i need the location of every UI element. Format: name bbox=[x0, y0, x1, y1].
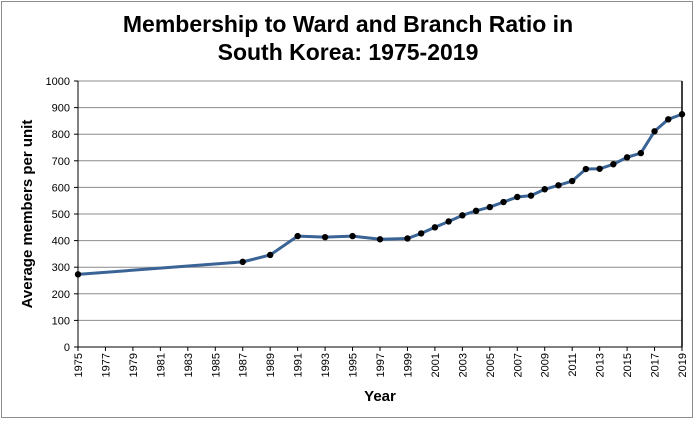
x-tick-label: 2005 bbox=[485, 353, 497, 377]
y-tick-label: 900 bbox=[52, 103, 70, 115]
data-point bbox=[349, 232, 356, 240]
x-tick-label: 1997 bbox=[375, 353, 387, 377]
x-tick-label: 2017 bbox=[650, 353, 662, 377]
x-tick-label: 2007 bbox=[512, 353, 524, 377]
data-point bbox=[637, 149, 645, 157]
data-point bbox=[623, 154, 631, 161]
data-point bbox=[417, 230, 425, 237]
data-point bbox=[74, 271, 82, 278]
data-point bbox=[500, 198, 507, 206]
data-point bbox=[431, 224, 439, 231]
y-tick-label: 400 bbox=[52, 236, 70, 248]
x-tick-label: 1975 bbox=[73, 353, 85, 377]
x-tick-label: 2013 bbox=[595, 353, 607, 377]
x-tick-label: 2015 bbox=[622, 353, 634, 377]
data-point bbox=[665, 116, 672, 123]
data-point bbox=[568, 177, 576, 185]
data-point bbox=[239, 258, 246, 266]
x-tick-label: 1999 bbox=[402, 353, 414, 377]
y-tick-label: 800 bbox=[52, 129, 70, 141]
x-tick-label: 2003 bbox=[457, 353, 469, 377]
y-tick-label: 0 bbox=[64, 342, 70, 354]
data-point bbox=[459, 212, 466, 219]
x-tick-label: 2019 bbox=[677, 353, 689, 377]
y-tick-label: 700 bbox=[52, 156, 70, 168]
data-point bbox=[555, 182, 562, 189]
data-point bbox=[472, 207, 480, 215]
data-point bbox=[445, 218, 452, 225]
x-tick-label: 1993 bbox=[320, 353, 332, 377]
x-tick-label: 1987 bbox=[238, 353, 250, 377]
data-point bbox=[404, 235, 411, 242]
data-point bbox=[651, 128, 658, 135]
data-point bbox=[486, 203, 494, 211]
y-axis-label: Average members per unit bbox=[19, 120, 36, 309]
y-tick-label: 500 bbox=[52, 209, 70, 221]
x-tick-label: 1983 bbox=[183, 353, 195, 377]
y-tick-label: 600 bbox=[52, 182, 70, 194]
chart-title-line-2: South Korea: 1975-2019 bbox=[217, 39, 479, 65]
data-point bbox=[321, 233, 329, 241]
y-tick-label: 200 bbox=[52, 289, 70, 301]
chart-title-line-1: Membership to Ward and Branch Ratio in bbox=[122, 11, 574, 37]
x-tick-label: 1977 bbox=[100, 353, 112, 377]
data-point bbox=[376, 236, 384, 243]
chart-title: Membership to Ward and Branch Ratio in S… bbox=[0, 10, 696, 66]
x-tick-label: 2011 bbox=[567, 353, 579, 377]
data-point bbox=[678, 111, 686, 118]
data-point bbox=[266, 251, 274, 259]
data-point bbox=[294, 232, 301, 240]
x-tick-label: 1985 bbox=[210, 353, 222, 377]
series-line bbox=[77, 112, 683, 276]
x-tick-label: 1981 bbox=[155, 353, 167, 377]
x-tick-label: 1995 bbox=[348, 353, 360, 377]
y-tick-label: 300 bbox=[52, 262, 70, 274]
data-point bbox=[610, 161, 617, 168]
x-tick-label: 1979 bbox=[128, 353, 140, 377]
x-tick-label: 2009 bbox=[540, 353, 552, 377]
y-tick-label: 100 bbox=[52, 315, 70, 327]
x-tick-label: 1989 bbox=[265, 353, 277, 377]
data-point bbox=[541, 186, 548, 193]
data-point bbox=[596, 165, 603, 172]
x-axis-label: Year bbox=[364, 388, 396, 405]
data-point bbox=[582, 165, 590, 173]
data-point bbox=[514, 193, 521, 201]
y-tick-label: 1000 bbox=[46, 76, 70, 88]
x-tick-label: 1991 bbox=[293, 353, 305, 377]
x-tick-label: 2001 bbox=[430, 353, 442, 377]
data-point bbox=[527, 192, 535, 199]
